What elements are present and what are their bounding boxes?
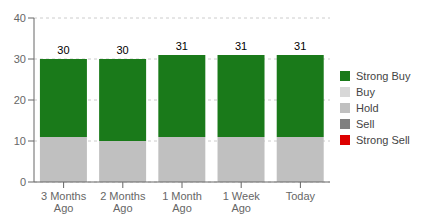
svg-text:1 WeekAgo: 1 WeekAgo xyxy=(223,190,261,214)
svg-text:30: 30 xyxy=(57,44,69,56)
svg-text:0: 0 xyxy=(20,176,26,188)
html-text:Buy: Buy xyxy=(356,86,375,98)
svg-text:10: 10 xyxy=(14,135,26,147)
svg-text:30: 30 xyxy=(116,44,128,56)
svg-text:2 MonthsAgo: 2 MonthsAgo xyxy=(100,190,146,214)
svg-text:31: 31 xyxy=(235,40,247,52)
svg-text:40: 40 xyxy=(14,12,26,24)
html-text:Hold: Hold xyxy=(356,102,379,114)
svg-text:3 MonthsAgo: 3 MonthsAgo xyxy=(41,190,87,214)
html-text:Strong Sell: Strong Sell xyxy=(356,134,410,146)
html-text:Strong Buy: Strong Buy xyxy=(356,70,411,82)
svg-text:31: 31 xyxy=(176,40,188,52)
svg-text:20: 20 xyxy=(14,94,26,106)
svg-text:Today: Today xyxy=(286,190,316,202)
html-text:Sell: Sell xyxy=(356,118,375,130)
svg-text:1 MonthAgo: 1 MonthAgo xyxy=(162,190,202,214)
svg-text:31: 31 xyxy=(294,40,306,52)
svg-text:30: 30 xyxy=(14,53,26,65)
